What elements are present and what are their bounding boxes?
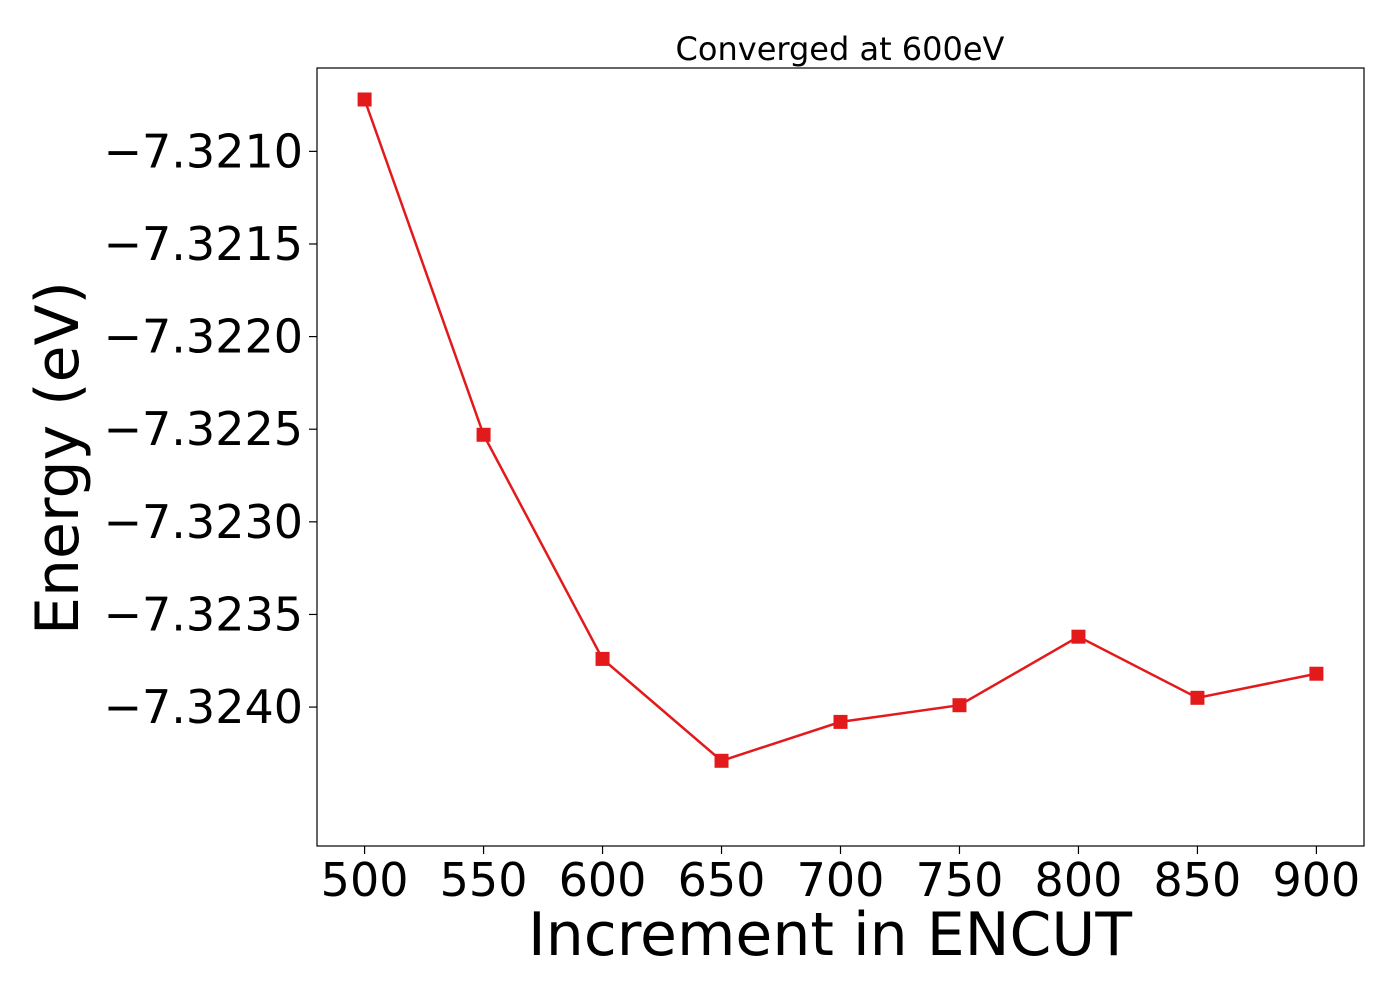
y-tick-label: −7.3220 [104, 310, 304, 364]
x-tick-label: 650 [678, 853, 766, 907]
y-tick-label: −7.3210 [104, 124, 304, 178]
y-tick-label: −7.3230 [104, 495, 304, 549]
y-axis-label: Energy (eV) [23, 281, 93, 635]
x-tick-label: 700 [797, 853, 885, 907]
data-point-marker [833, 714, 848, 729]
x-axis-ticks: 500 550 600 650 700 750 800 850 900 [321, 846, 1361, 907]
series-layer [357, 92, 1324, 768]
x-tick-label: 800 [1035, 853, 1123, 907]
data-point-marker [357, 92, 372, 107]
x-axis-label: Increment in ENCUT [528, 900, 1132, 970]
x-tick-label: 900 [1273, 853, 1361, 907]
data-point-marker [1190, 690, 1205, 705]
data-point-marker [1309, 666, 1324, 681]
data-point-marker [952, 698, 967, 713]
y-tick-label: −7.3240 [104, 680, 304, 734]
y-tick-label: −7.3215 [104, 217, 304, 271]
data-point-marker [1071, 629, 1086, 644]
y-tick-label: −7.3235 [104, 587, 304, 641]
y-axis-ticks: −7.3210 −7.3215 −7.3220 −7.3225 −7.3230 −7.32… [104, 124, 317, 734]
data-point-marker [595, 651, 610, 666]
x-tick-label: 750 [916, 853, 1004, 907]
data-point-marker [714, 753, 729, 768]
chart-title: Converged at 600eV [676, 30, 1005, 68]
x-tick-label: 550 [440, 853, 528, 907]
data-point-marker [476, 427, 491, 442]
x-tick-label: 500 [321, 853, 409, 907]
y-tick-label: −7.3225 [104, 402, 304, 456]
plot-frame [316, 67, 1365, 847]
x-tick-label: 600 [559, 853, 647, 907]
x-tick-label: 850 [1154, 853, 1242, 907]
